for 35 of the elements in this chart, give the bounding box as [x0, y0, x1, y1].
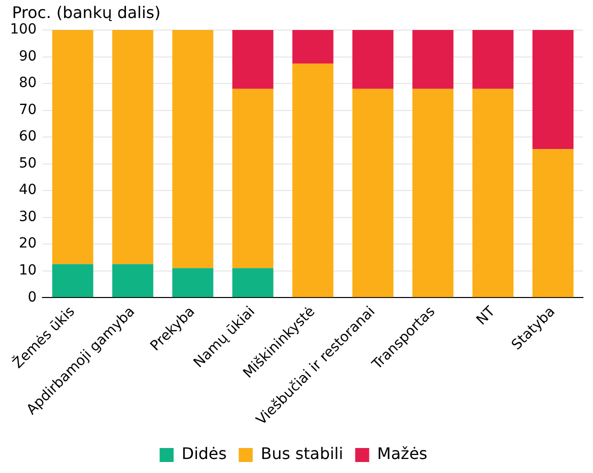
bar: [472, 88, 514, 298]
bar: [412, 88, 454, 298]
bar: [532, 149, 574, 298]
y-tick-label: 0: [28, 289, 37, 306]
bar: [532, 30, 574, 150]
bar: [352, 30, 394, 89]
y-tick-label: 30: [18, 208, 37, 225]
bar: [172, 30, 214, 268]
y-tick-label: 40: [18, 182, 37, 198]
legend-label: Bus stabili: [260, 444, 344, 464]
bar: [52, 264, 94, 298]
bar: [232, 30, 274, 89]
bar: [112, 264, 154, 298]
legend-label: Mažės: [377, 444, 428, 464]
x-tick-label: NT: [474, 303, 499, 328]
bar: [172, 268, 214, 298]
y-tick-label: 50: [18, 155, 37, 172]
y-tick-label: 90: [18, 48, 37, 64]
bar: [292, 30, 334, 64]
y-tick-label: 60: [18, 128, 37, 145]
bar: [112, 30, 154, 264]
y-tick-label: 100: [10, 22, 37, 38]
legend-label: Didės: [182, 444, 227, 464]
bar: [232, 88, 274, 268]
y-tick-label: 10: [18, 262, 37, 278]
bar: [472, 30, 514, 89]
bar: [232, 268, 274, 298]
bar: [352, 88, 394, 298]
bar: [292, 63, 334, 298]
y-tick-label: 70: [18, 102, 37, 118]
y-tick-label: 80: [18, 75, 37, 92]
y-axis-title: Proc. (bankų dalis): [12, 3, 161, 22]
y-tick-label: 20: [18, 236, 37, 252]
bar: [52, 30, 94, 264]
bar: [412, 30, 454, 89]
